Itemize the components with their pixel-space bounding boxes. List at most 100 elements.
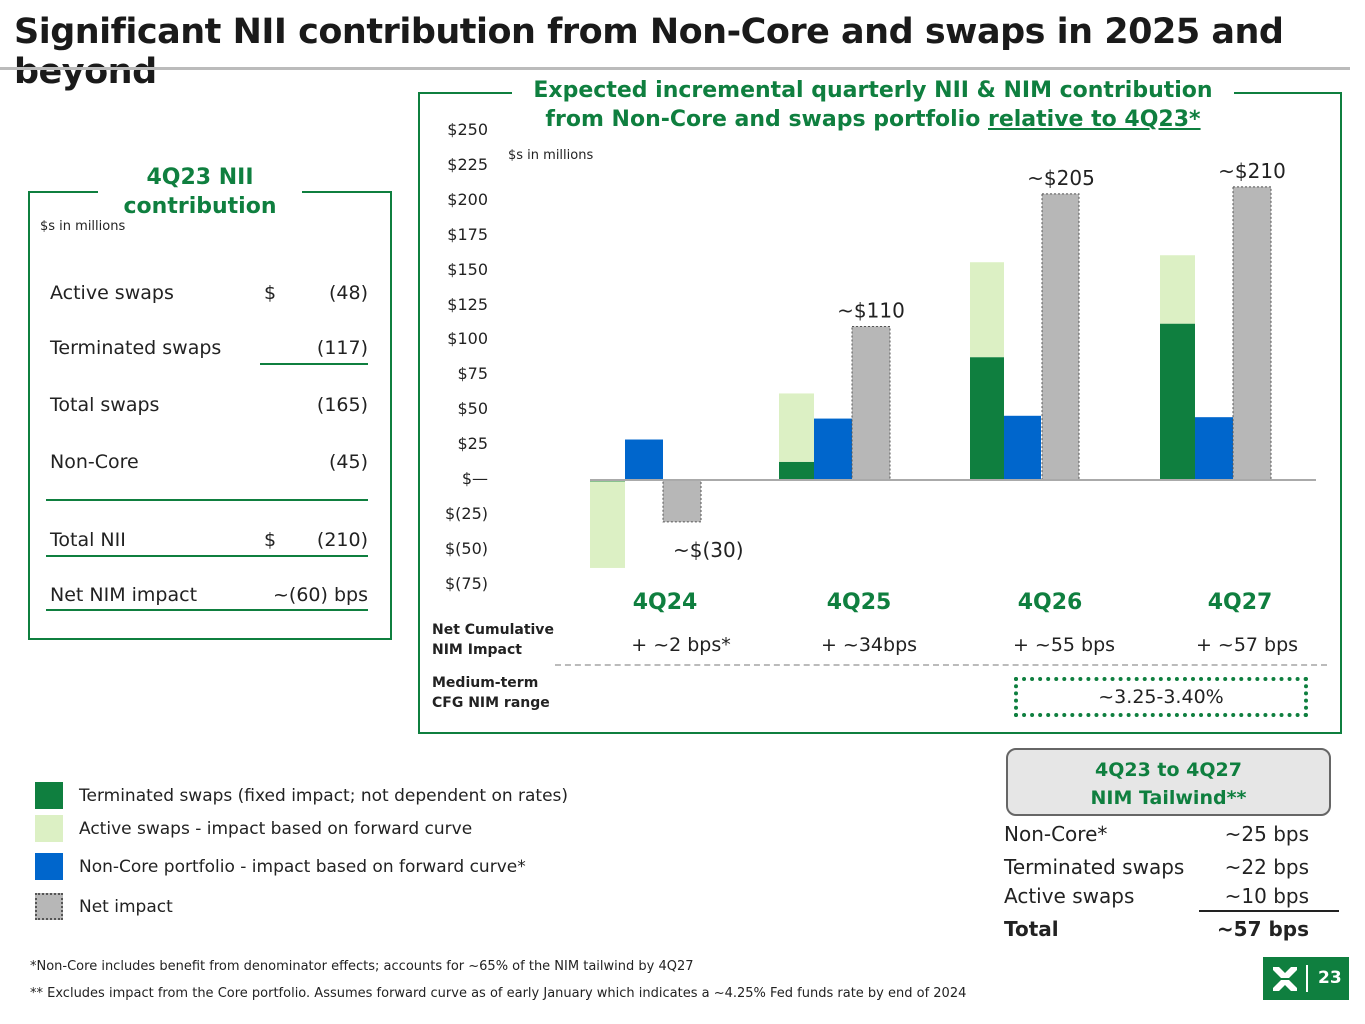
active-swaps-bar <box>1160 255 1195 324</box>
footnote-2: ** Excludes impact from the Core portfol… <box>30 986 967 1001</box>
nim-label-line2: NIM Impact <box>432 642 522 658</box>
medium-term-line1: Medium-term <box>432 675 539 691</box>
row-label: Net NIM impact <box>50 584 198 606</box>
legend-label: Active swaps - impact based on forward c… <box>79 819 473 839</box>
tailwind-header-line2: NIM Tailwind** <box>1090 787 1247 809</box>
net-value-label: ~$110 <box>837 298 905 322</box>
tailwind-value: ~22 bps <box>1224 855 1309 879</box>
nii-row: Total NII $ (210) <box>50 529 368 551</box>
divider <box>46 499 368 501</box>
nim-impact-value: + ~57 bps <box>1195 634 1299 656</box>
nii-panel-title: 4Q23 NII contribution <box>98 163 302 221</box>
legend-swatch <box>35 893 63 920</box>
row-label: Active swaps <box>50 282 174 304</box>
non-core-bar <box>625 439 663 480</box>
x-category-label: 4Q25 <box>826 590 892 615</box>
chart-title: Expected incremental quarterly NII & NIM… <box>512 76 1234 134</box>
tailwind-row: Non-Core* ~25 bps <box>1004 822 1309 846</box>
tailwind-label: Terminated swaps <box>1004 855 1185 879</box>
dashed-divider <box>555 664 1327 666</box>
y-tick-label: $75 <box>457 364 488 384</box>
nim-impact-value: + ~34bps <box>820 634 918 656</box>
nii-row: Total swaps (165) <box>50 394 368 416</box>
non-core-bar <box>814 418 852 480</box>
divider <box>46 609 368 611</box>
y-tick-label: $— <box>461 469 488 488</box>
active-swaps-bar <box>779 393 814 462</box>
net-value-label: ~$(30) <box>673 538 744 562</box>
nim-impact-value: + ~55 bps <box>1012 634 1116 656</box>
y-tick-label: $150 <box>447 259 488 279</box>
y-tick-label: $250 <box>447 120 488 139</box>
net-value-label: ~$205 <box>1027 166 1095 190</box>
legend-label: Net impact <box>79 897 173 917</box>
row-value: (117) <box>316 337 368 359</box>
y-tick-label: $200 <box>447 189 488 209</box>
row-value: (210) <box>316 529 368 551</box>
row-label: Terminated swaps <box>50 337 222 359</box>
row-dollar: $ <box>264 282 277 304</box>
logo-divider <box>1306 965 1308 992</box>
tailwind-value: ~25 bps <box>1224 822 1309 846</box>
y-tick-label: $25 <box>457 434 488 454</box>
chart-title-line1: Expected incremental quarterly NII & NIM… <box>533 78 1213 103</box>
nii-row: Active swaps $ (48) <box>50 282 368 304</box>
tailwind-header: 4Q23 to 4Q27 NIM Tailwind** <box>1006 748 1331 816</box>
active-swaps-bar <box>970 262 1004 358</box>
tailwind-row: Total ~57 bps <box>1004 917 1309 941</box>
terminated-swaps-bar <box>779 461 814 480</box>
legend-swatch <box>35 853 63 880</box>
divider <box>46 555 368 557</box>
tailwind-row: Active swaps ~10 bps <box>1004 884 1309 908</box>
tailwind-value: ~57 bps <box>1216 917 1309 941</box>
row-label: Total swaps <box>50 394 160 416</box>
row-label: Total NII <box>50 529 126 551</box>
legend-swatch <box>35 782 63 809</box>
chart-title-line2: from Non-Core and swaps portfolio relati… <box>512 105 1234 134</box>
terminated-swaps-bar <box>1160 323 1195 480</box>
medium-term-label: Medium-term CFG NIM range <box>432 673 550 713</box>
units-note: $s in millions <box>40 219 126 234</box>
tailwind-label: Total <box>1004 917 1059 941</box>
tailwind-row: Terminated swaps ~22 bps <box>1004 855 1309 879</box>
logo-badge: 23 <box>1263 957 1349 1000</box>
chart-units-note: $s in millions <box>508 148 594 163</box>
tailwind-label: Non-Core* <box>1004 822 1108 846</box>
nii-row: Terminated swaps (117) <box>50 337 368 359</box>
y-tick-label: $225 <box>447 154 488 174</box>
x-category-label: 4Q27 <box>1207 590 1273 615</box>
tailwind-value: ~10 bps <box>1224 884 1309 908</box>
tailwind-label: Active swaps <box>1004 884 1135 908</box>
row-label: Non-Core <box>50 451 139 473</box>
title-divider <box>0 67 1350 70</box>
slide-title: Significant NII contribution from Non-Co… <box>14 12 1284 92</box>
y-tick-label: $(25) <box>444 503 488 523</box>
y-tick-label: $175 <box>447 224 488 244</box>
page-number: 23 <box>1318 968 1342 988</box>
y-tick-label: $125 <box>447 294 488 314</box>
x-category-label: 4Q24 <box>632 590 698 615</box>
active-swaps-bar <box>590 480 625 568</box>
terminated-swaps-bar <box>970 357 1004 480</box>
legend-label: Non-Core portfolio - impact based on for… <box>79 857 526 877</box>
net-impact-bar <box>851 325 891 481</box>
divider <box>260 363 368 365</box>
chart-title-underlined: relative to 4Q23* <box>988 107 1201 132</box>
net-impact-bar <box>662 479 702 523</box>
legend-label: Terminated swaps (fixed impact; not depe… <box>79 786 569 806</box>
net-impact-bar <box>1041 193 1080 481</box>
non-core-bar <box>1004 415 1041 480</box>
nii-row: Net NIM impact ~(60) bps <box>50 584 368 606</box>
nim-range-box: ~3.25-3.40% <box>1014 677 1308 717</box>
tailwind-header-line1: 4Q23 to 4Q27 <box>1095 759 1242 781</box>
nim-row-label: Net Cumulative NIM Impact <box>432 620 554 660</box>
medium-term-line2: CFG NIM range <box>432 695 550 711</box>
chart-title-text: from Non-Core and swaps portfolio <box>545 107 988 132</box>
nim-label-line1: Net Cumulative <box>432 622 554 638</box>
y-tick-label: $50 <box>457 399 488 419</box>
nii-row: Non-Core (45) <box>50 451 368 473</box>
nim-impact-value: + ~2 bps* <box>631 634 731 656</box>
x-category-label: 4Q26 <box>1017 590 1083 615</box>
row-dollar: $ <box>264 529 277 551</box>
net-value-label: ~$210 <box>1218 159 1286 183</box>
